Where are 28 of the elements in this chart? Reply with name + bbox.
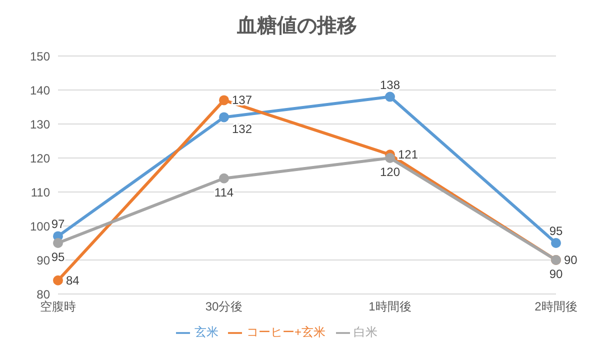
y-tick-label: 120 — [30, 151, 50, 166]
data-label: 97 — [51, 217, 65, 232]
y-tick-label: 80 — [36, 287, 50, 302]
data-label: 90 — [549, 267, 563, 281]
data-label: 137 — [232, 93, 252, 108]
x-tick-label: 2時間後 — [534, 300, 578, 314]
data-label: 90 — [564, 253, 578, 267]
data-label: 84 — [66, 273, 80, 288]
y-tick-label: 100 — [30, 219, 50, 234]
y-tick-label: 90 — [36, 253, 50, 268]
data-label: 95 — [549, 224, 563, 238]
chart-title: 血糖値の推移 — [236, 14, 358, 39]
y-tick-label: 130 — [30, 117, 50, 132]
y-tick-label: 150 — [30, 49, 50, 64]
y-tick-label: 110 — [30, 185, 50, 200]
data-label: 121 — [398, 148, 418, 162]
x-tick-label: 1時間後 — [368, 300, 412, 314]
legend-label: コーヒー+玄米 — [246, 325, 326, 339]
data-label: 114 — [214, 185, 234, 200]
legend-label: 玄米 — [194, 325, 218, 339]
data-label: 132 — [232, 122, 252, 136]
data-label: 95 — [51, 250, 65, 264]
x-tick-label: 30分後 — [205, 300, 243, 314]
data-label: 138 — [380, 78, 400, 92]
data-label: 120 — [380, 165, 400, 179]
x-tick-label: 空腹時 — [40, 300, 76, 314]
y-tick-label: 140 — [30, 83, 50, 98]
legend-label: 白米 — [354, 325, 378, 339]
